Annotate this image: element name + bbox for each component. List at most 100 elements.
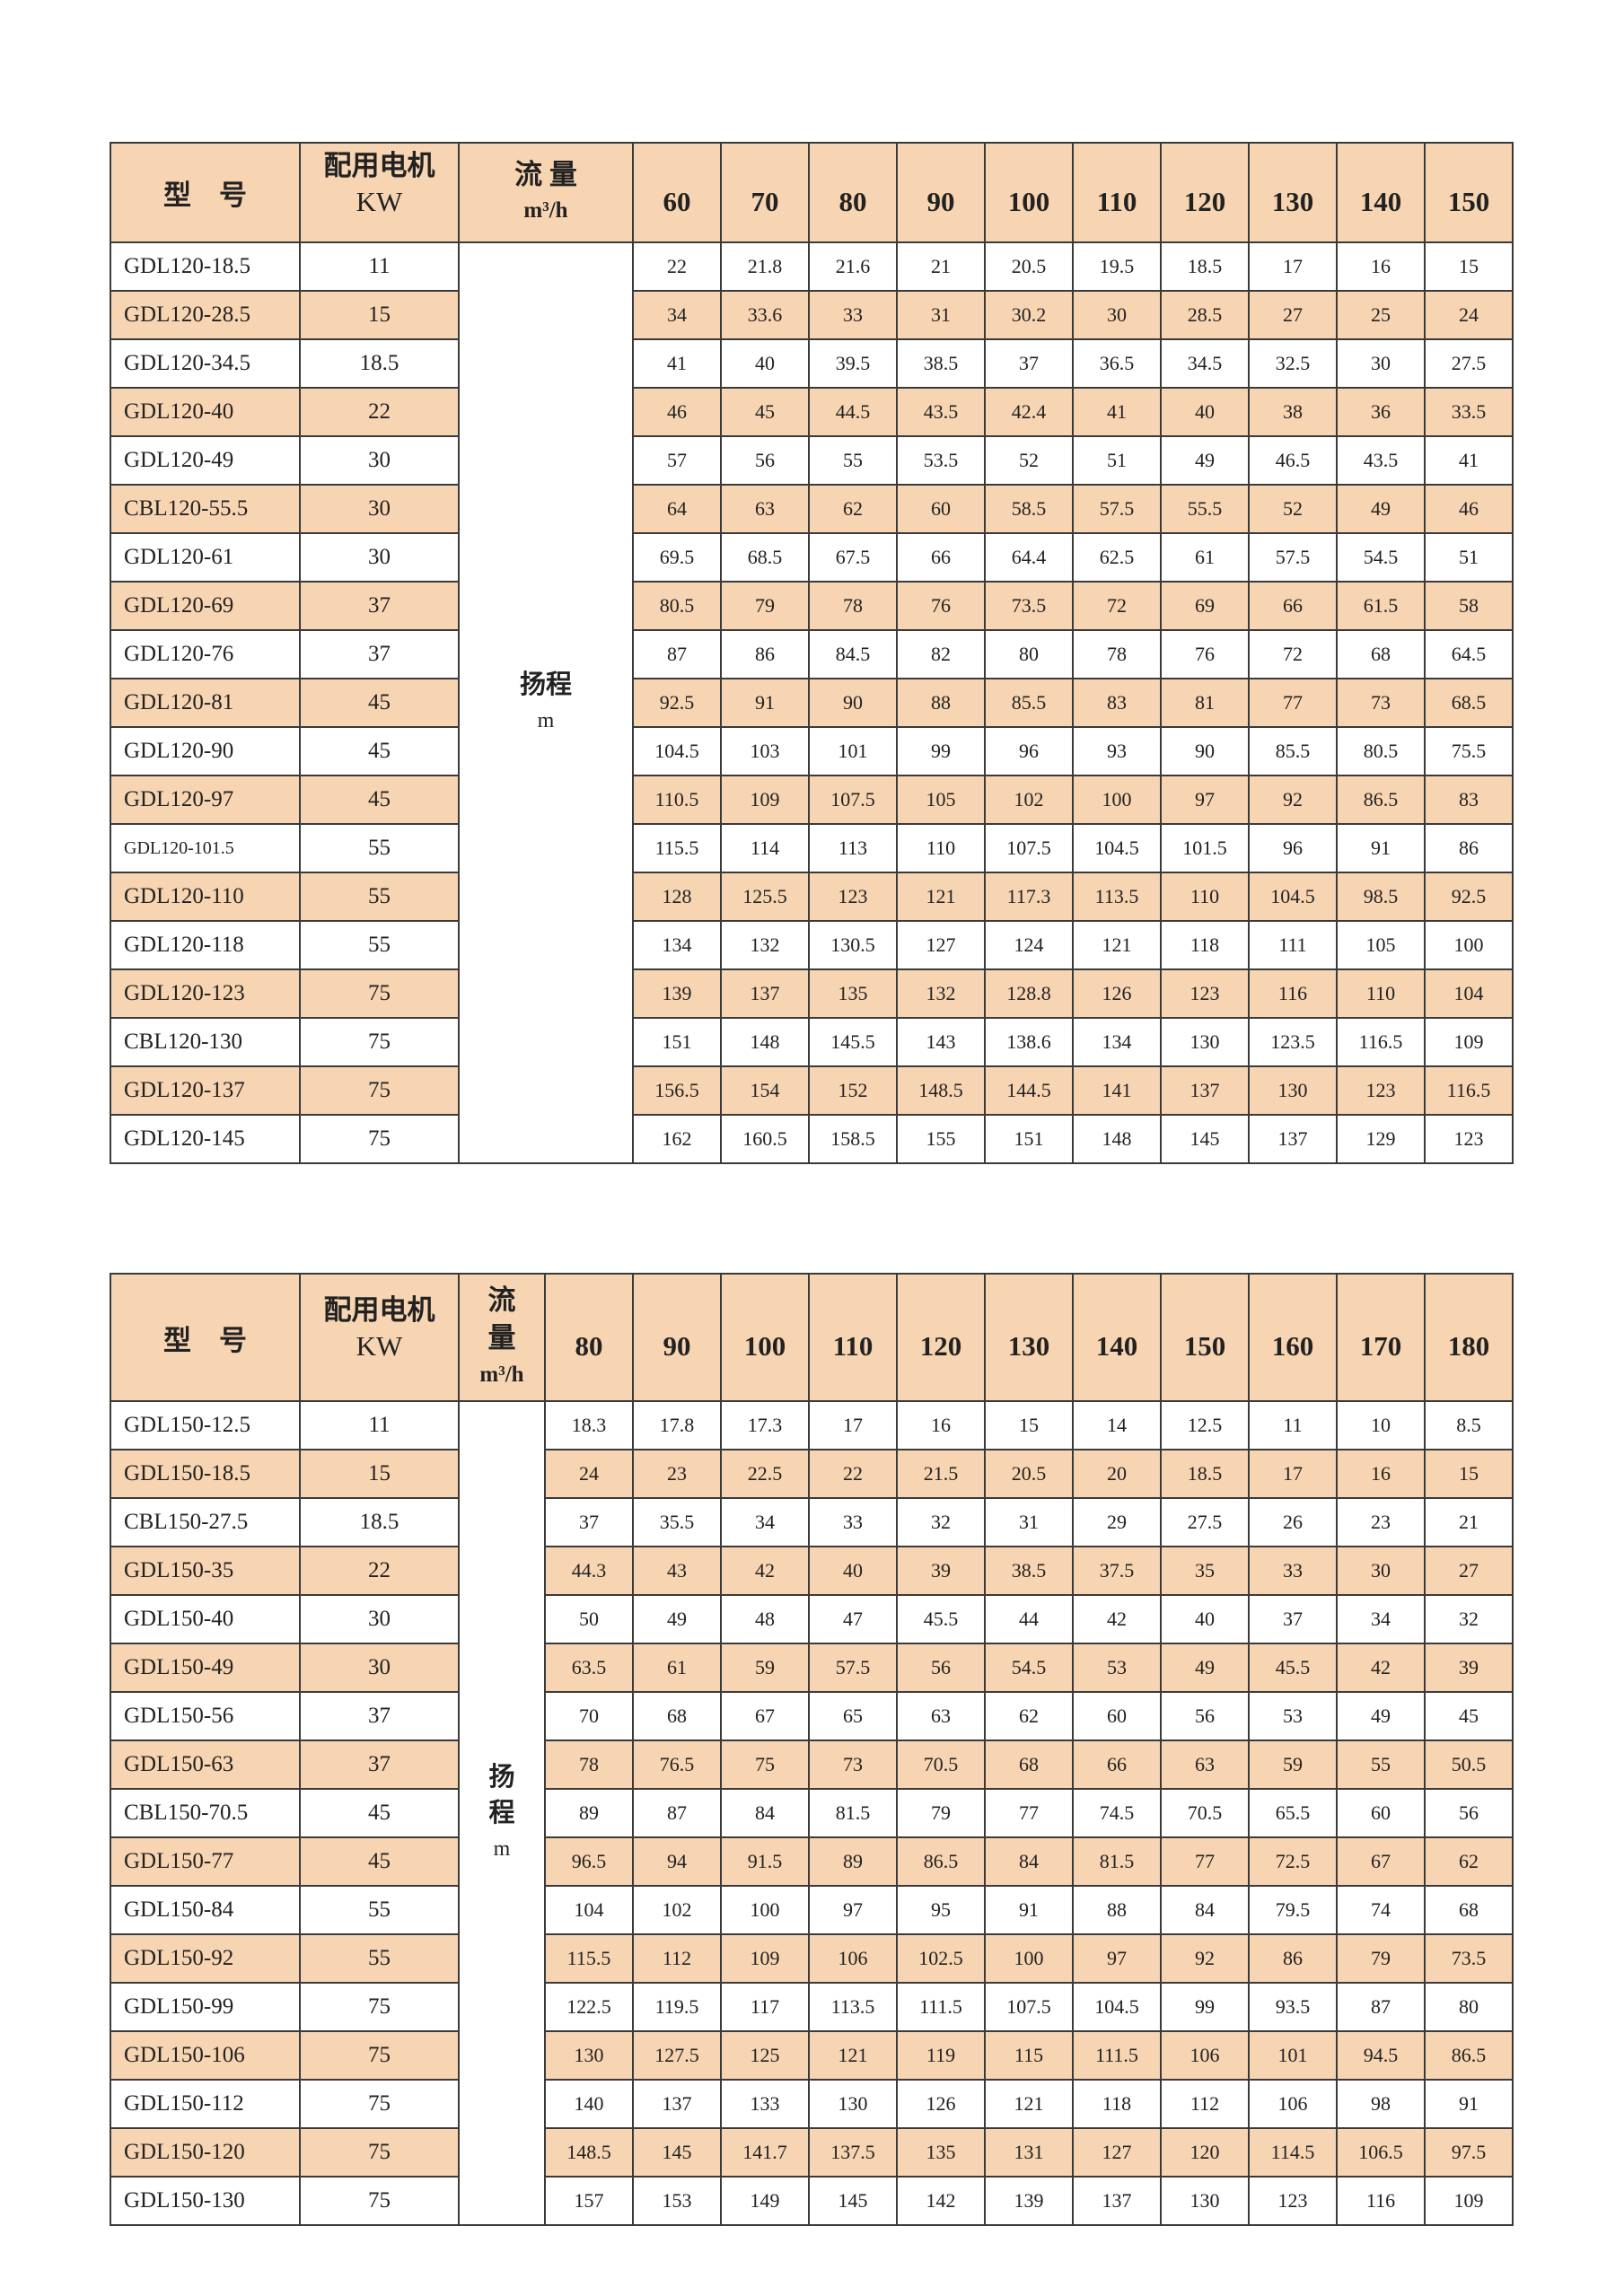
table-row: GDL150-35 22 44.3 43 42 40 39 38.5 37.5 35 33 30 27 xyxy=(110,1546,1514,1596)
head-value-cell: 97 xyxy=(1072,1933,1162,1984)
head-value-cell: 135 xyxy=(808,968,898,1019)
head-value-cell: 70.5 xyxy=(1160,1788,1250,1838)
head-value-cell: 23 xyxy=(632,1449,722,1499)
head-value-cell: 38.5 xyxy=(896,338,986,389)
head-value-cell: 88 xyxy=(896,678,986,728)
head-value-cell: 125 xyxy=(720,2030,810,2081)
model-cell: GDL120-61 xyxy=(110,532,301,583)
head-value-cell: 129 xyxy=(1336,1114,1426,1164)
table-row: GDL150-77 45 96.5 94 91.5 89 86.5 84 81.5 77 72.5 6… xyxy=(110,1836,1514,1887)
head-value-cell: 42 xyxy=(1072,1594,1162,1644)
motor-kw-cell: 75 xyxy=(299,1982,460,2032)
motor-kw-cell: 75 xyxy=(299,2176,460,2226)
motor-kw-cell: 55 xyxy=(299,920,460,970)
head-value-cell: 32 xyxy=(896,1497,986,1547)
head-value-cell: 107.5 xyxy=(808,775,898,825)
head-value-cell: 49 xyxy=(1160,1643,1250,1693)
motor-kw-cell: 75 xyxy=(299,2079,460,2129)
head-value-cell: 27.5 xyxy=(1160,1497,1250,1547)
head-value-cell: 17.3 xyxy=(720,1400,810,1450)
head-value-cell: 74.5 xyxy=(1072,1788,1162,1838)
header-flow-value: 170 xyxy=(1336,1273,1426,1402)
head-value-cell: 61.5 xyxy=(1336,581,1426,631)
header-flow-value: 90 xyxy=(632,1273,722,1402)
head-value-cell: 80.5 xyxy=(1336,726,1426,776)
head-value-cell: 49 xyxy=(1336,484,1426,534)
head-value-cell: 90 xyxy=(808,678,898,728)
head-value-cell: 39 xyxy=(896,1546,986,1596)
header-row: 型 号配用电机 KW 流 量 m³/h 60 70 80 90 100 110 120 130 140 1… xyxy=(110,142,1514,243)
head-value-cell: 128.8 xyxy=(984,968,1074,1019)
head-value-cell: 69 xyxy=(1160,581,1250,631)
model-cell: GDL150-12.5 xyxy=(110,1400,301,1450)
head-value-cell: 127.5 xyxy=(632,2030,722,2081)
header-flow-value: 180 xyxy=(1424,1273,1514,1402)
head-value-cell: 148 xyxy=(720,1017,810,1067)
head-value-cell: 141.7 xyxy=(720,2127,810,2178)
head-value-cell: 127 xyxy=(896,920,986,970)
head-value-cell: 39 xyxy=(1424,1643,1514,1693)
head-value-cell: 93 xyxy=(1072,726,1162,776)
head-value-cell: 60 xyxy=(1072,1691,1162,1741)
head-value-cell: 50.5 xyxy=(1424,1740,1514,1790)
head-value-cell: 139 xyxy=(632,968,722,1019)
head-value-cell: 34 xyxy=(632,290,722,340)
head-value-cell: 106.5 xyxy=(1336,2127,1426,2178)
head-value-cell: 96 xyxy=(984,726,1074,776)
head-label-cell: 扬程 m xyxy=(458,1400,546,2226)
head-value-cell: 54.5 xyxy=(1336,532,1426,583)
table-row: GDL120-110 55 128 125.5 123 121 117.3 113.5 110 1… xyxy=(110,872,1514,922)
table-row: GDL120-145 75 162 160.5 158.5 155 151 148 145 137… xyxy=(110,1114,1514,1164)
header-row: 型 号配用电机 KW 流量 m³/h 80 90 100 110 120 130 140 150 160… xyxy=(110,1273,1514,1402)
head-value-cell: 41 xyxy=(1072,387,1162,437)
motor-kw-cell: 30 xyxy=(299,1643,460,1693)
head-value-cell: 137 xyxy=(720,968,810,1019)
header-flow-label: 流量 xyxy=(487,1284,516,1354)
head-value-cell: 17 xyxy=(1248,241,1338,292)
motor-kw-cell: 55 xyxy=(299,1885,460,1935)
head-value-cell: 122.5 xyxy=(544,1982,634,2032)
head-value-cell: 24 xyxy=(1424,290,1514,340)
header-motor-unit: KW xyxy=(356,185,403,217)
head-value-cell: 40 xyxy=(1160,387,1250,437)
motor-kw-cell: 37 xyxy=(299,629,460,679)
head-value-cell: 83 xyxy=(1424,775,1514,825)
model-cell: GDL120-101.5 xyxy=(110,823,301,873)
header-motor: 配用电机 KW xyxy=(299,1273,460,1402)
head-value-cell: 45 xyxy=(1424,1691,1514,1741)
head-value-cell: 56 xyxy=(896,1643,986,1693)
model-cell: GDL150-92 xyxy=(110,1933,301,1984)
head-value-cell: 33 xyxy=(808,290,898,340)
head-value-cell: 99 xyxy=(1160,1982,1250,2032)
head-value-cell: 33.6 xyxy=(720,290,810,340)
head-value-cell: 78 xyxy=(1072,629,1162,679)
table-row: GDL120-137 75 156.5 154 152 148.5 144.5 141 137 1… xyxy=(110,1065,1514,1116)
head-value-cell: 61 xyxy=(1160,532,1250,583)
model-cell: GDL120-90 xyxy=(110,726,301,776)
head-value-cell: 62 xyxy=(808,484,898,534)
motor-kw-cell: 55 xyxy=(299,872,460,922)
model-cell: GDL120-97 xyxy=(110,775,301,825)
table-row: GDL150-40 30 50 49 48 47 45.5 44 42 40 37 34 32 xyxy=(110,1594,1514,1644)
head-value-cell: 110 xyxy=(1336,968,1426,1019)
head-value-cell: 86 xyxy=(720,629,810,679)
motor-kw-cell: 37 xyxy=(299,581,460,631)
header-flow-unit: m³/h xyxy=(523,197,568,223)
head-value-cell: 106 xyxy=(808,1933,898,1984)
header-flow-value: 120 xyxy=(1160,142,1250,243)
header-flow-value: 70 xyxy=(720,142,810,243)
head-value-cell: 62.5 xyxy=(1072,532,1162,583)
head-value-cell: 133 xyxy=(720,2079,810,2129)
head-value-cell: 113.5 xyxy=(808,1982,898,2032)
head-value-cell: 135 xyxy=(896,2127,986,2178)
head-value-cell: 83 xyxy=(1072,678,1162,728)
head-value-cell: 37 xyxy=(1248,1594,1338,1644)
head-value-cell: 137 xyxy=(1072,2176,1162,2226)
head-value-cell: 107.5 xyxy=(984,1982,1074,2032)
head-value-cell: 21.5 xyxy=(896,1449,986,1499)
head-value-cell: 27.5 xyxy=(1424,338,1514,389)
table-row: GDL150-49 30 63.5 61 59 57.5 56 54.5 53 49 45.5 42 3… xyxy=(110,1643,1514,1693)
head-value-cell: 80 xyxy=(1424,1982,1514,2032)
head-value-cell: 31 xyxy=(896,290,986,340)
head-value-cell: 33 xyxy=(808,1497,898,1547)
